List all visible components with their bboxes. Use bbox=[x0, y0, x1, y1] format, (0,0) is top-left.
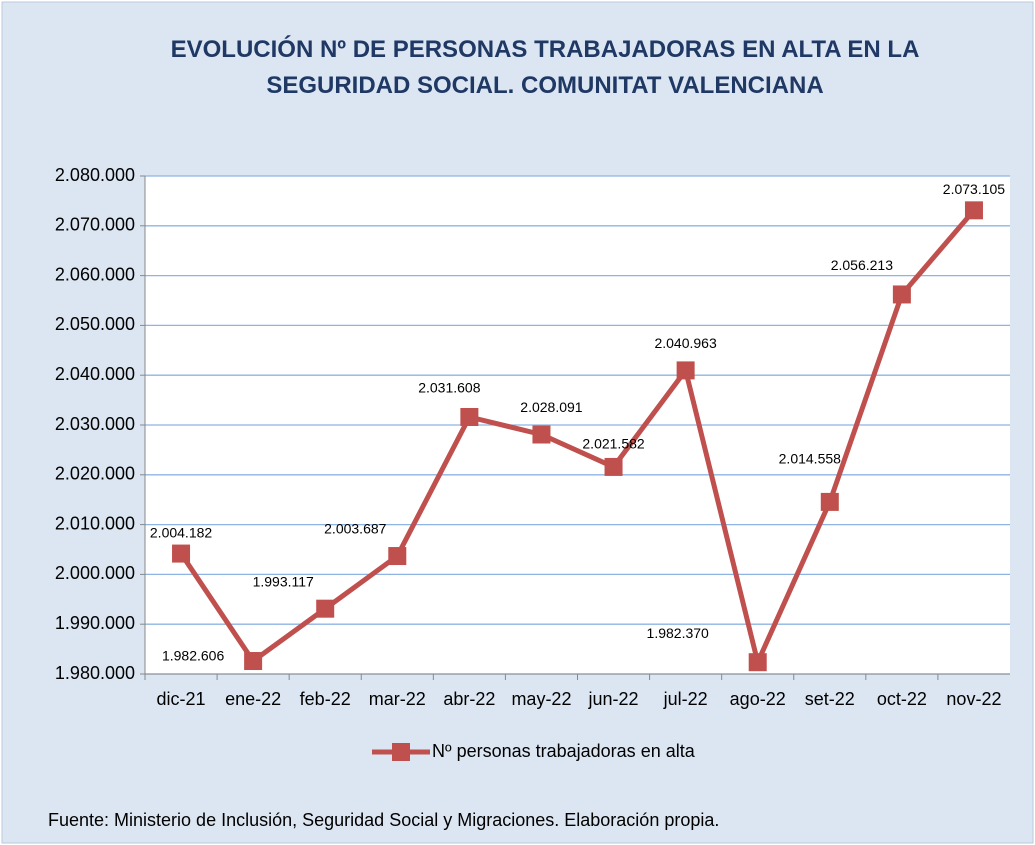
marker bbox=[964, 201, 983, 220]
data-label: 2.028.091 bbox=[520, 399, 582, 415]
y-tick-label: 2.000.000 bbox=[55, 563, 135, 583]
x-tick-label: set-22 bbox=[805, 689, 855, 709]
data-label: 2.040.963 bbox=[654, 335, 716, 351]
data-label: 2.031.608 bbox=[418, 380, 480, 396]
x-tick-label: jul-22 bbox=[663, 689, 708, 709]
marker bbox=[532, 425, 551, 444]
chart-title: EVOLUCIÓN Nº DE PERSONAS TRABAJADORAS EN… bbox=[170, 36, 920, 99]
x-tick-label: ene-22 bbox=[225, 689, 281, 709]
data-label: 1.982.606 bbox=[162, 648, 224, 664]
marker bbox=[460, 407, 479, 426]
marker bbox=[604, 457, 623, 476]
y-tick-label: 2.060.000 bbox=[55, 264, 135, 284]
marker bbox=[748, 653, 767, 672]
x-tick-label: ago-22 bbox=[730, 689, 786, 709]
series-line bbox=[178, 208, 976, 665]
x-tick-label: feb-22 bbox=[300, 689, 351, 709]
x-tick-label: dic-21 bbox=[157, 689, 206, 709]
marker bbox=[892, 285, 911, 304]
marker bbox=[172, 544, 191, 563]
marker bbox=[676, 361, 695, 380]
source-note: Fuente: Ministerio de Inclusión, Segurid… bbox=[48, 810, 719, 830]
data-label: 2.014.558 bbox=[779, 451, 841, 467]
y-tick-label: 2.070.000 bbox=[55, 215, 135, 235]
x-tick-label: abr-22 bbox=[443, 689, 495, 709]
data-label: 1.982.370 bbox=[647, 625, 709, 641]
legend-label: Nº personas trabajadoras en alta bbox=[432, 741, 696, 761]
x-tick-label: mar-22 bbox=[369, 689, 426, 709]
y-tick-label: 1.990.000 bbox=[55, 613, 135, 633]
data-label: 2.003.687 bbox=[324, 521, 386, 537]
data-label: 2.004.182 bbox=[150, 524, 212, 540]
data-label: 2.073.105 bbox=[943, 181, 1005, 197]
y-tick-label: 2.080.000 bbox=[55, 165, 135, 185]
y-tick-label: 2.050.000 bbox=[55, 314, 135, 334]
x-tick-label: nov-22 bbox=[946, 689, 1001, 709]
data-label: 1.993.117 bbox=[253, 573, 314, 589]
y-tick-label: 1.980.000 bbox=[55, 663, 135, 683]
y-tick-label: 2.010.000 bbox=[55, 513, 135, 533]
data-label: 2.056.213 bbox=[831, 257, 893, 273]
y-tick-label: 2.020.000 bbox=[55, 464, 135, 484]
marker bbox=[820, 492, 839, 511]
x-tick-label: jun-22 bbox=[588, 689, 639, 709]
marker bbox=[388, 547, 407, 566]
x-tick-label: oct-22 bbox=[877, 689, 927, 709]
y-tick-label: 2.030.000 bbox=[55, 414, 135, 434]
legend-marker bbox=[392, 743, 410, 761]
marker bbox=[244, 652, 263, 671]
x-tick-label: may-22 bbox=[511, 689, 571, 709]
data-label: 2.021.582 bbox=[582, 436, 644, 452]
y-tick-label: 2.040.000 bbox=[55, 364, 135, 384]
marker bbox=[316, 599, 335, 618]
